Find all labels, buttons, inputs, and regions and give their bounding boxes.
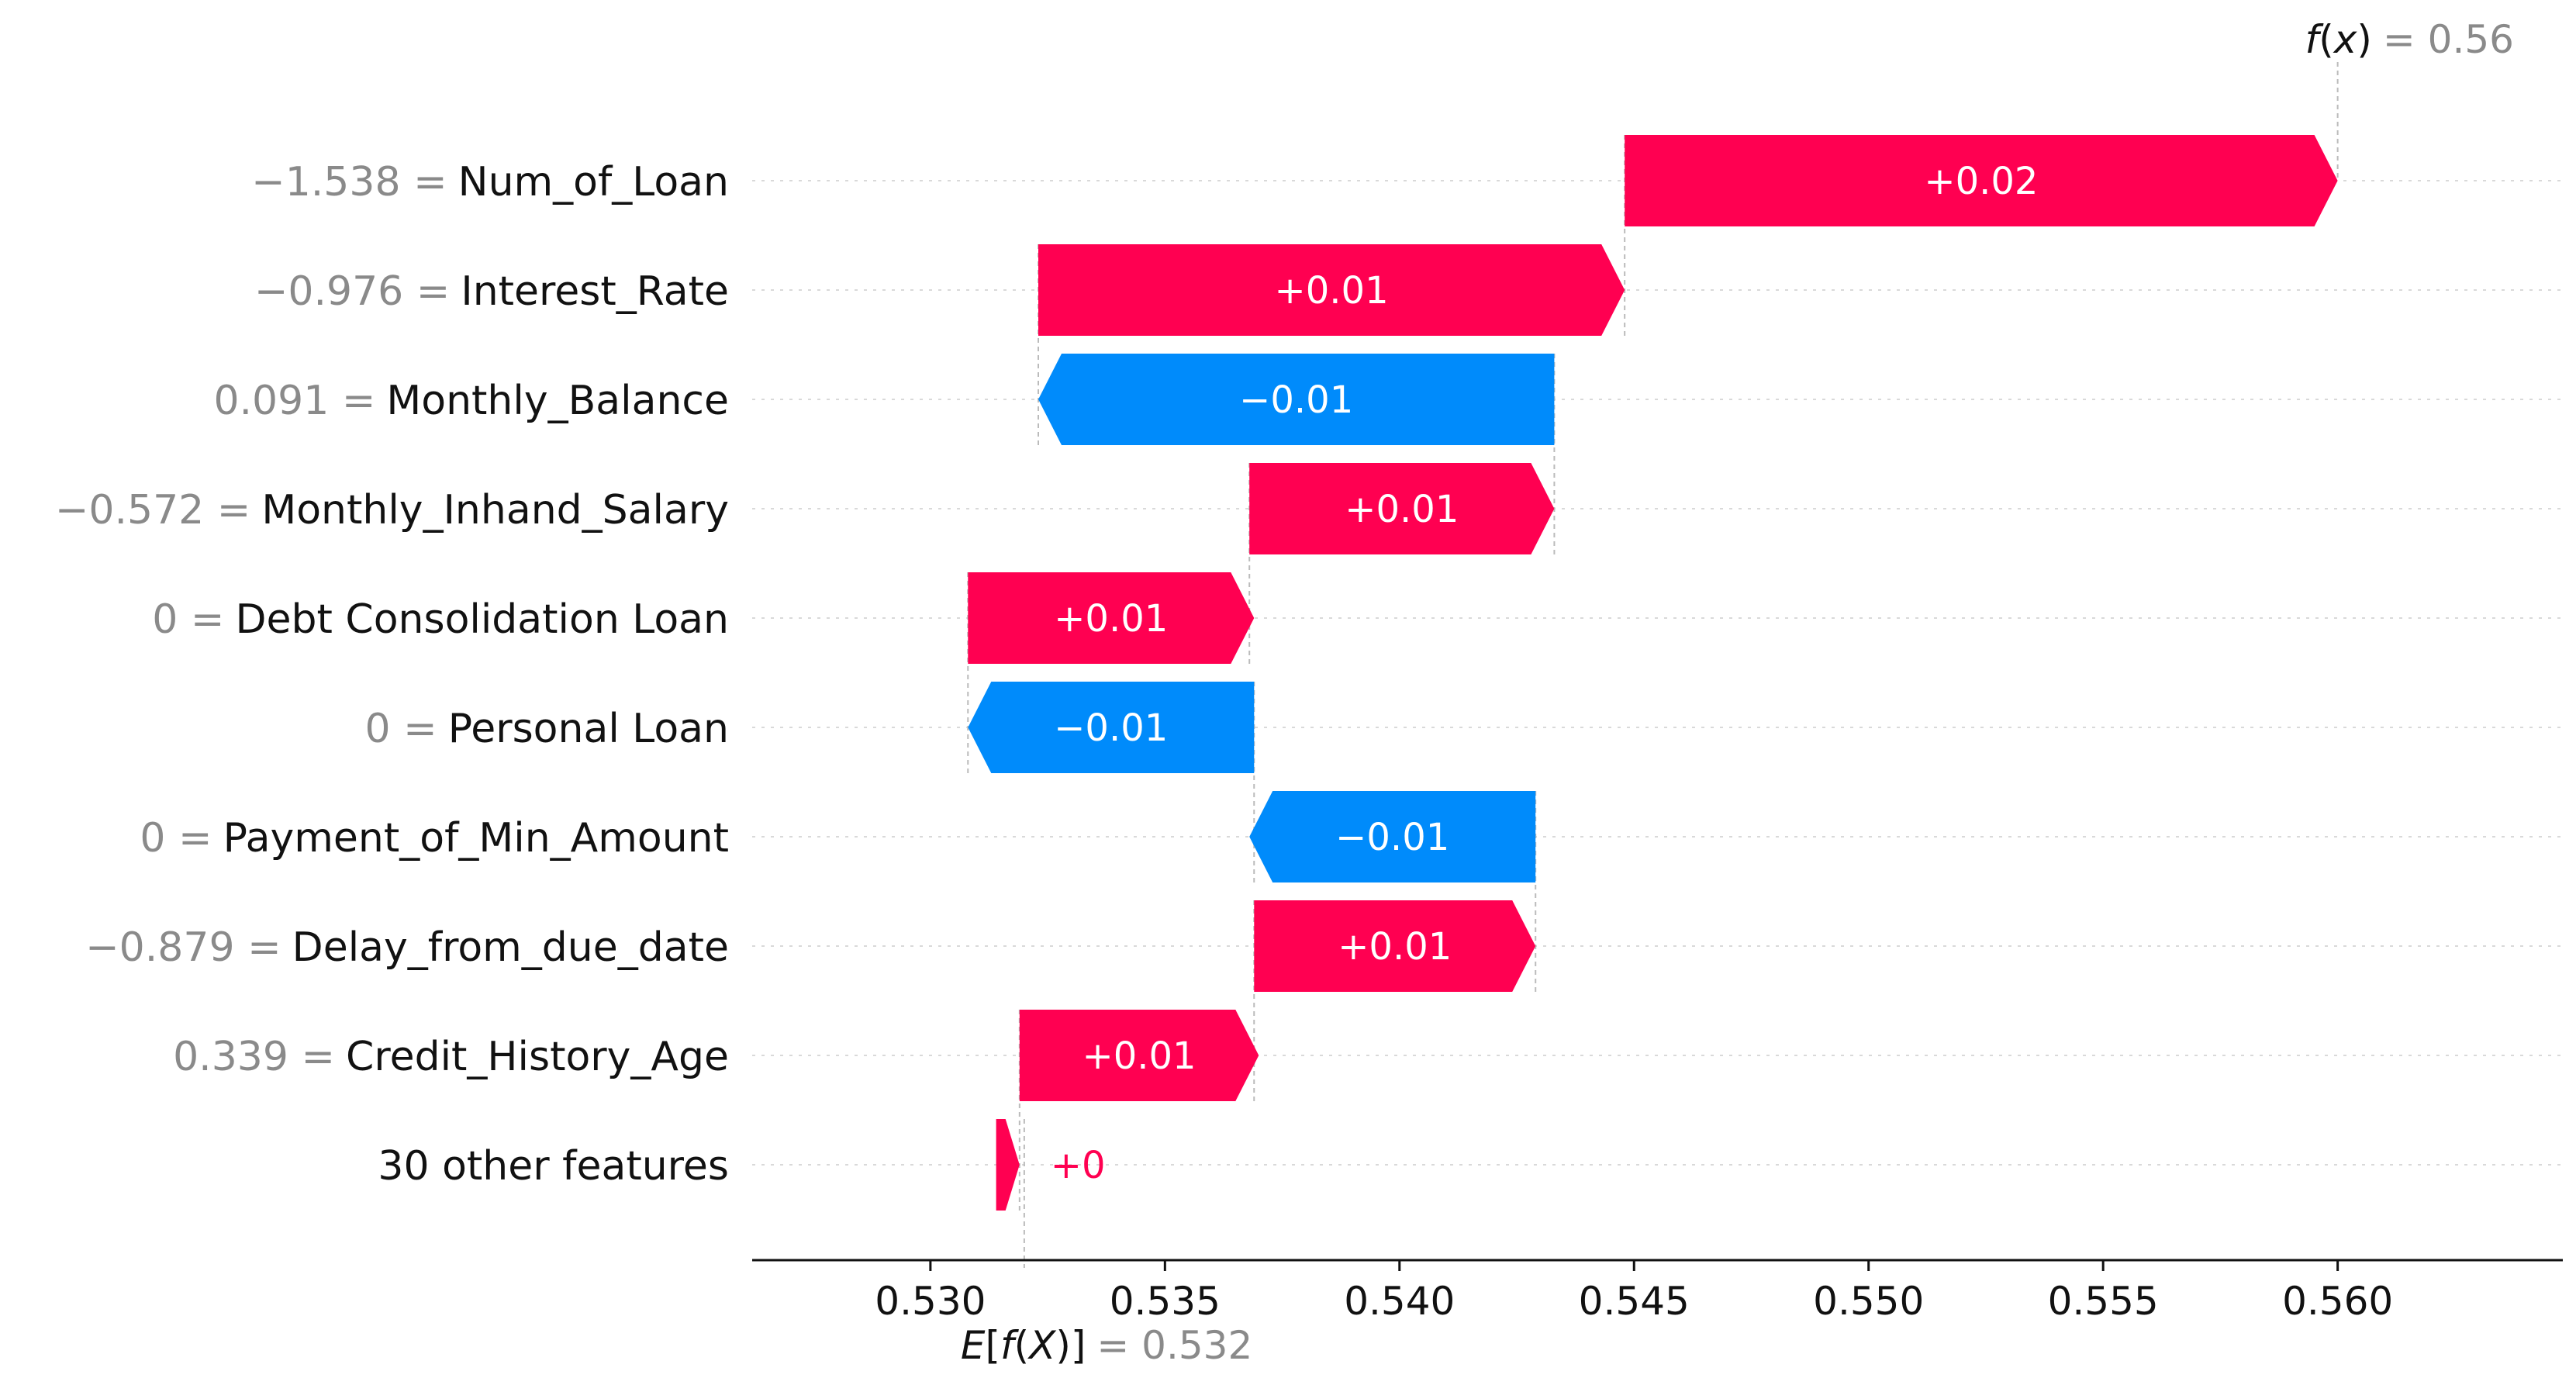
feature-label: −0.879 = Delay_from_due_date <box>85 924 729 971</box>
feature-value: 0.091 = <box>213 378 375 424</box>
output-value-annotation: f(x) = 0.56 <box>2305 17 2514 62</box>
x-tick-label: 0.545 <box>1579 1279 1690 1324</box>
x-tick-label: 0.550 <box>1813 1279 1924 1324</box>
positive-contribution-bar <box>1249 463 1555 554</box>
feature-name: Credit_History_Age <box>346 1034 729 1080</box>
x-tick-label: 0.530 <box>875 1279 986 1324</box>
feature-label: −0.976 = Interest_Rate <box>254 268 729 315</box>
feature-label: 0.091 = Monthly_Balance <box>213 378 729 424</box>
bar-value-label: +0.01 <box>1054 597 1168 641</box>
feature-label: 0 = Debt Consolidation Loan <box>152 596 729 643</box>
feature-value: −1.538 = <box>251 159 447 206</box>
labels-layer: +0.02 −1.538 = Num_of_Loan +0.01 −0.976 = Int… <box>55 159 2039 1190</box>
grid-layer <box>752 62 2563 1268</box>
bar-value-label: +0 <box>1051 1144 1106 1187</box>
annotations: f(x) = 0.56 E[f(X)] = 0.532 <box>961 17 2514 1368</box>
x-tick-label: 0.535 <box>1110 1279 1221 1324</box>
x-tick-label: 0.540 <box>1344 1279 1455 1324</box>
bar-value-label: −0.01 <box>1335 816 1449 859</box>
feature-name: Interest_Rate <box>461 268 729 315</box>
base-value-annotation: E[f(X)] = 0.532 <box>961 1323 1252 1368</box>
feature-name: 30 other features <box>378 1143 729 1190</box>
feature-value: 0 = <box>365 706 437 752</box>
bar-value-label: +0.01 <box>1338 925 1452 969</box>
feature-label: −0.572 = Monthly_Inhand_Salary <box>55 487 729 534</box>
feature-name: Delay_from_due_date <box>292 924 729 971</box>
feature-label: 0 = Payment_of_Min_Amount <box>140 815 729 862</box>
negative-contribution-bar <box>1249 791 1536 882</box>
x-tick-label: 0.560 <box>2282 1279 2393 1324</box>
positive-contribution-bar <box>1254 900 1536 992</box>
bars-layer <box>968 135 2338 1211</box>
feature-name: Monthly_Inhand_Salary <box>261 487 729 534</box>
feature-name: Personal Loan <box>448 706 729 752</box>
feature-label: −1.538 = Num_of_Loan <box>251 159 729 206</box>
feature-name: Num_of_Loan <box>458 159 729 206</box>
bar-value-label: +0.01 <box>1275 269 1389 313</box>
feature-value: −0.572 = <box>55 487 251 534</box>
bar-value-label: +0.01 <box>1083 1034 1196 1078</box>
feature-name: Monthly_Balance <box>386 378 729 424</box>
negative-contribution-bar <box>968 682 1255 773</box>
feature-label: 30 other features <box>378 1143 729 1190</box>
feature-label: 0.339 = Credit_History_Age <box>173 1034 729 1080</box>
feature-label: 0 = Personal Loan <box>365 706 729 752</box>
feature-name: Payment_of_Min_Amount <box>223 815 729 862</box>
feature-value: 0 = <box>140 815 212 862</box>
x-tick-label: 0.555 <box>2048 1279 2159 1324</box>
bar-value-label: −0.01 <box>1054 706 1168 750</box>
x-axis: 0.530 0.535 0.540 0.545 0.550 0.555 0.560 <box>752 1259 2563 1324</box>
feature-value: −0.879 = <box>85 924 281 971</box>
feature-value: 0 = <box>152 596 224 643</box>
positive-contribution-bar <box>996 1119 1020 1211</box>
positive-contribution-bar <box>968 572 1255 664</box>
feature-value: 0.339 = <box>173 1034 335 1080</box>
negative-contribution-bar <box>1038 354 1555 445</box>
positive-contribution-bar <box>1038 244 1625 336</box>
bar-value-label: −0.01 <box>1239 378 1353 422</box>
bar-value-label: +0.01 <box>1345 488 1459 531</box>
feature-name: Debt Consolidation Loan <box>235 596 729 643</box>
feature-value: −0.976 = <box>254 268 451 315</box>
positive-contribution-bar <box>1019 1010 1259 1101</box>
positive-contribution-bar <box>1625 135 2338 226</box>
bar-value-label: +0.02 <box>1924 160 2038 203</box>
